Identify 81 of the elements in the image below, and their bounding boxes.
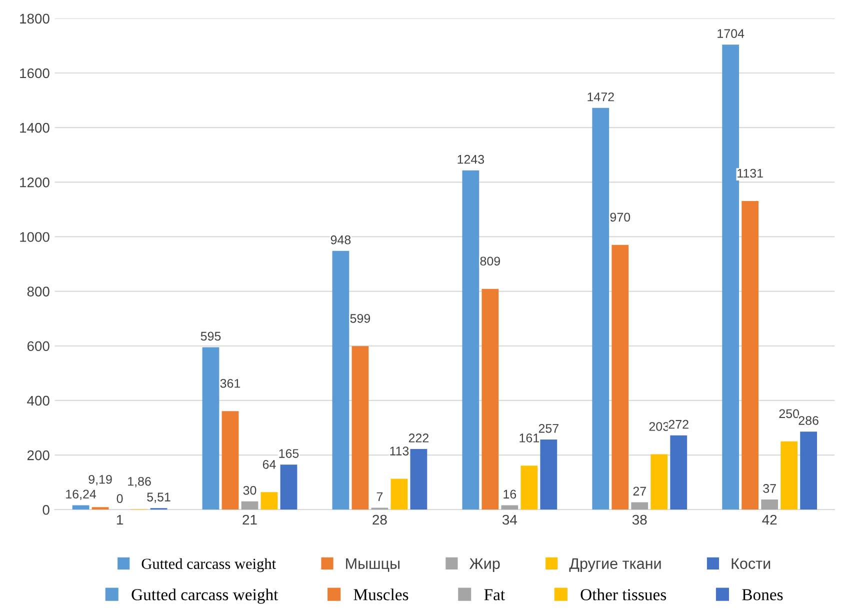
y-tick-label: 0 bbox=[42, 504, 50, 515]
bar bbox=[670, 435, 688, 510]
bar bbox=[780, 441, 798, 510]
data-label: 1243 bbox=[458, 154, 484, 164]
data-label: 809 bbox=[480, 256, 500, 266]
bar bbox=[742, 200, 759, 510]
data-label: 1,86 bbox=[128, 476, 151, 488]
bar bbox=[390, 478, 408, 510]
bar bbox=[92, 507, 109, 510]
data-label: 272 bbox=[668, 420, 688, 429]
bar bbox=[520, 466, 538, 510]
data-label: 9,19 bbox=[88, 474, 112, 486]
legend-label: Кости bbox=[732, 558, 770, 569]
x-tick-label: 38 bbox=[632, 514, 647, 525]
text: Fat bbox=[484, 589, 505, 600]
x-tick-label: 1 bbox=[116, 514, 123, 525]
bar bbox=[462, 170, 480, 510]
data-label: 165 bbox=[279, 449, 299, 458]
data-label: 595 bbox=[200, 332, 221, 341]
bar bbox=[202, 347, 220, 510]
data-label: 599 bbox=[350, 314, 370, 323]
bar bbox=[501, 505, 518, 510]
y-tick-label: 800 bbox=[27, 286, 50, 296]
y-tick-label: 1600 bbox=[20, 68, 50, 78]
y-tick-label: 400 bbox=[27, 396, 50, 406]
data-label: 0 bbox=[116, 494, 123, 503]
data-label: 250 bbox=[779, 409, 800, 418]
data-label: 64 bbox=[262, 460, 276, 469]
data-label: 948 bbox=[330, 235, 351, 244]
y-tick-label: 200 bbox=[27, 450, 50, 460]
legend-label: Жир bbox=[469, 558, 500, 572]
bar bbox=[800, 432, 818, 510]
bar bbox=[410, 449, 428, 510]
x-tick-label: 21 bbox=[242, 514, 257, 525]
data-label: 37 bbox=[763, 484, 776, 493]
data-label: 222 bbox=[408, 434, 428, 442]
x-tick-label: 42 bbox=[762, 514, 777, 525]
data-label: 30 bbox=[243, 486, 256, 495]
bar bbox=[722, 44, 740, 510]
bar bbox=[761, 500, 778, 510]
bar bbox=[482, 288, 499, 510]
data-label: 161 bbox=[520, 434, 539, 442]
data-label: 361 bbox=[220, 378, 240, 388]
legend-label: Мышцы bbox=[346, 558, 400, 572]
data-label: 257 bbox=[538, 424, 558, 433]
data-label: 5,51 bbox=[147, 492, 170, 503]
data-label: 970 bbox=[610, 212, 630, 222]
legend-label: Другие ткани bbox=[569, 558, 661, 572]
bar bbox=[222, 411, 239, 510]
text: Bones bbox=[742, 589, 783, 600]
bar bbox=[650, 454, 668, 510]
text: Other tissues bbox=[580, 588, 666, 600]
y-tick-label: 1200 bbox=[20, 177, 50, 188]
data-label: 1472 bbox=[588, 92, 614, 102]
data-label: 16,24 bbox=[66, 490, 96, 500]
bar bbox=[260, 492, 278, 510]
x-tick-label: 28 bbox=[372, 514, 387, 525]
y-tick-label: 1800 bbox=[20, 14, 50, 24]
x-tick-label: 34 bbox=[502, 514, 517, 525]
bar bbox=[72, 505, 90, 510]
data-label: 1131 bbox=[738, 168, 763, 178]
data-label: 1704 bbox=[718, 29, 744, 38]
bar bbox=[332, 250, 350, 510]
bar bbox=[612, 244, 629, 510]
text: Muscles bbox=[354, 588, 408, 600]
bar bbox=[631, 502, 648, 510]
bar bbox=[540, 439, 558, 510]
data-label: 113 bbox=[390, 446, 409, 456]
y-tick-label: 1000 bbox=[20, 232, 50, 242]
data-label: 286 bbox=[798, 416, 818, 425]
legend-label: Gutted carcass weight bbox=[142, 558, 276, 572]
bar bbox=[352, 346, 369, 510]
text: Gutted carcass weight bbox=[132, 588, 278, 604]
y-tick-label: 600 bbox=[27, 341, 50, 352]
bar bbox=[280, 464, 298, 510]
data-label: 16 bbox=[504, 490, 516, 499]
data-label: 27 bbox=[633, 486, 646, 496]
y-tick-label: 1400 bbox=[20, 122, 50, 133]
data-label: 7 bbox=[376, 492, 383, 501]
bar bbox=[592, 108, 610, 510]
bar bbox=[241, 501, 258, 510]
